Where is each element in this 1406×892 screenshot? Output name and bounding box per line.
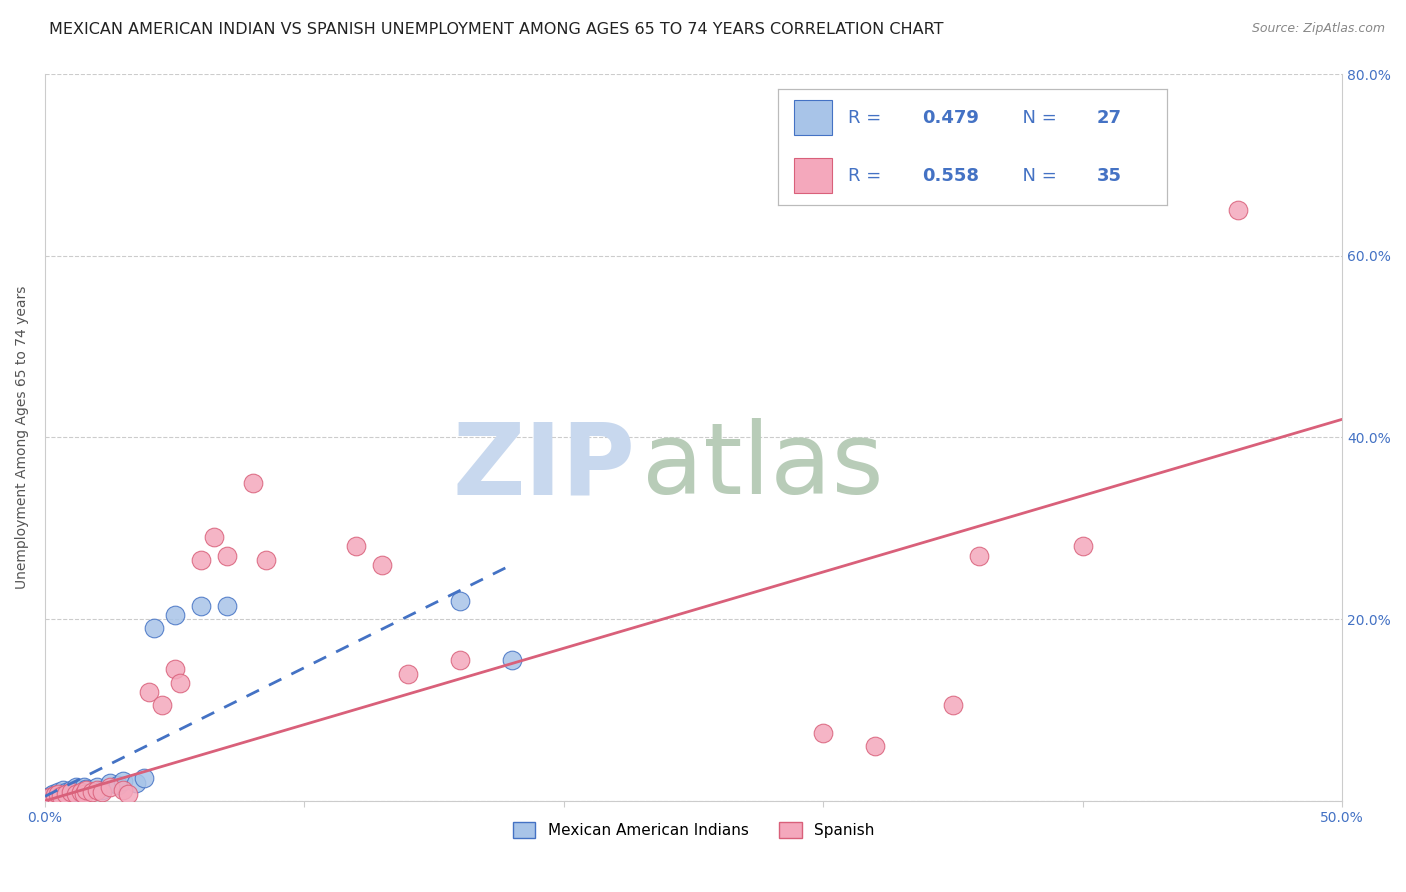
Point [215, 599, 238, 613]
Point [344, 540, 367, 554]
Point [70, 785, 93, 799]
Point [76, 782, 98, 797]
Point [132, 771, 155, 785]
Point [138, 685, 160, 699]
Point [42, 787, 65, 801]
Point [215, 549, 238, 563]
Point [163, 607, 186, 622]
Point [150, 698, 173, 713]
Point [46, 787, 69, 801]
Point [86, 783, 108, 797]
Point [73, 787, 96, 801]
Point [125, 775, 148, 789]
Point [49, 789, 72, 804]
Point [86, 780, 108, 795]
Point [39, 789, 62, 804]
Point [44, 789, 66, 803]
Point [190, 599, 212, 613]
Point [58, 787, 80, 801]
Point [67, 783, 90, 797]
Point [942, 698, 965, 713]
Point [111, 773, 134, 788]
Point [142, 621, 165, 635]
Point [1227, 203, 1250, 218]
Point [190, 553, 212, 567]
Point [967, 549, 990, 563]
Point [169, 675, 191, 690]
Point [449, 653, 471, 667]
Point [449, 594, 471, 608]
Point [59, 783, 82, 797]
Point [98, 780, 121, 795]
Point [62, 785, 84, 799]
Point [55, 787, 77, 801]
Point [44, 789, 66, 803]
Point [65, 780, 87, 795]
Point [254, 553, 277, 567]
Point [39, 790, 62, 805]
Point [501, 653, 523, 667]
Point [65, 787, 87, 801]
Text: Source: ZipAtlas.com: Source: ZipAtlas.com [1251, 22, 1385, 36]
Point [91, 783, 114, 797]
Text: ZIP: ZIP [453, 418, 636, 515]
Text: atlas: atlas [641, 418, 883, 515]
Point [55, 785, 77, 799]
Point [52, 783, 75, 797]
Point [98, 775, 121, 789]
Point [396, 666, 419, 681]
Text: MEXICAN AMERICAN INDIAN VS SPANISH UNEMPLOYMENT AMONG AGES 65 TO 74 YEARS CORREL: MEXICAN AMERICAN INDIAN VS SPANISH UNEMP… [49, 22, 943, 37]
Point [111, 783, 134, 797]
Point [59, 785, 82, 799]
Point [107, 778, 129, 792]
Point [80, 785, 103, 799]
Point [371, 558, 394, 572]
Point [49, 787, 72, 801]
Point [242, 475, 264, 490]
Point [117, 787, 139, 801]
Point [813, 725, 835, 739]
Legend: Mexican American Indians, Spanish: Mexican American Indians, Spanish [506, 816, 880, 844]
Point [46, 785, 69, 799]
Point [163, 662, 186, 676]
Point [76, 783, 98, 797]
Point [865, 739, 887, 754]
Point [1071, 540, 1094, 554]
Point [73, 780, 96, 795]
Point [91, 785, 114, 799]
Point [202, 530, 225, 544]
Y-axis label: Unemployment Among Ages 65 to 74 years: Unemployment Among Ages 65 to 74 years [15, 285, 30, 589]
